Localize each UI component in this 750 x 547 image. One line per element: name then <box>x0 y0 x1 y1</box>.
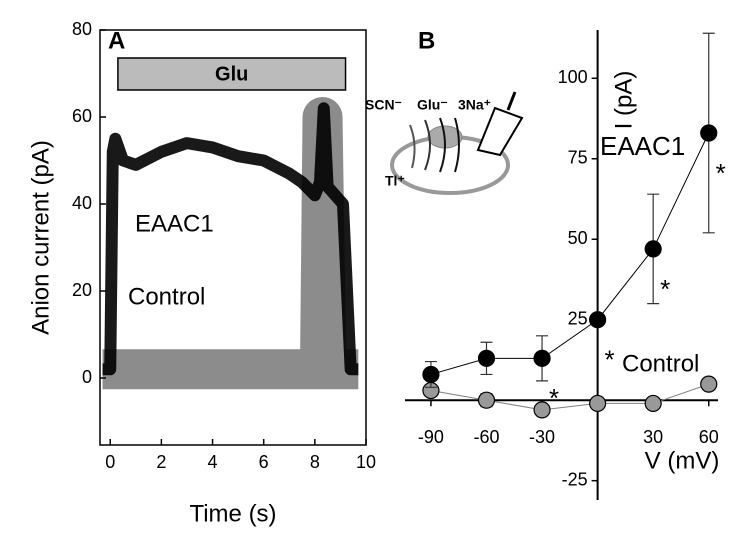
x-tick-label: 60 <box>699 427 719 447</box>
stimulus-label: Glu <box>215 63 248 85</box>
trace <box>90 97 361 390</box>
data-point <box>477 391 496 409</box>
x-tick-label: 10 <box>356 452 376 472</box>
y-tick-label: 100 <box>558 67 588 87</box>
x-axis-label: V (mV) <box>645 447 720 474</box>
x-tick-label: -90 <box>418 427 444 447</box>
series-label: Control <box>622 350 699 377</box>
data-point <box>700 375 718 393</box>
stimulus-bar <box>117 57 347 91</box>
significance-marker: * <box>605 345 615 375</box>
x-tick-label: 8 <box>310 452 320 472</box>
x-tick-label: -30 <box>529 427 555 447</box>
significance-marker: * <box>660 274 670 304</box>
data-point <box>644 240 662 258</box>
y-tick-label: 0 <box>82 367 92 387</box>
y-axis-label: I (pA) <box>610 71 637 130</box>
data-point <box>644 394 662 413</box>
plot-frame <box>99 29 367 446</box>
arrow <box>439 117 446 173</box>
series-line <box>430 383 709 411</box>
data-point <box>533 349 551 367</box>
inset-label: 3Na⁺ <box>458 97 491 113</box>
y-tick-label: 40 <box>72 193 92 213</box>
series-label: Control <box>128 283 205 310</box>
data-point <box>589 394 607 413</box>
inset-label: SCN⁻ <box>365 97 402 113</box>
data-point <box>477 349 496 367</box>
y-axis-label: Anion current (pA) <box>27 140 54 335</box>
data-point <box>533 401 551 419</box>
panel-label: A <box>108 27 125 54</box>
significance-marker: * <box>716 158 726 188</box>
inset-diagram <box>390 91 524 195</box>
x-tick-label: 0 <box>105 452 115 472</box>
data-point <box>589 311 607 329</box>
series-line <box>430 132 710 375</box>
x-tick-label: 6 <box>259 452 269 472</box>
x-tick-label: -60 <box>473 427 499 447</box>
arrow <box>454 117 460 173</box>
panel-label: B <box>418 27 435 54</box>
x-tick-label: 30 <box>643 427 663 447</box>
y-tick-label: -25 <box>562 469 588 489</box>
data-point <box>700 124 718 142</box>
y-tick-label: 20 <box>72 280 92 300</box>
significance-marker: * <box>549 383 559 413</box>
x-axis-label: Time (s) <box>189 500 276 527</box>
series-label: EAAC1 <box>600 131 685 161</box>
y-tick-label: 80 <box>72 19 92 39</box>
arrow <box>424 119 431 171</box>
series-label: EAAC1 <box>135 210 214 237</box>
pipette <box>476 106 524 157</box>
inset-label: Tl⁺ <box>385 173 405 189</box>
pipette-wire <box>506 91 517 111</box>
trace <box>102 102 359 376</box>
x-tick-label: 4 <box>208 452 218 472</box>
y-tick-label: 60 <box>72 106 92 126</box>
inset-label: Glu⁻ <box>417 97 448 113</box>
arrow <box>409 124 416 169</box>
y-tick-label: 25 <box>568 308 588 328</box>
y-tick-label: 75 <box>568 148 588 168</box>
y-tick-label: 50 <box>568 228 588 248</box>
data-point <box>422 365 440 384</box>
x-tick-label: 2 <box>156 452 166 472</box>
